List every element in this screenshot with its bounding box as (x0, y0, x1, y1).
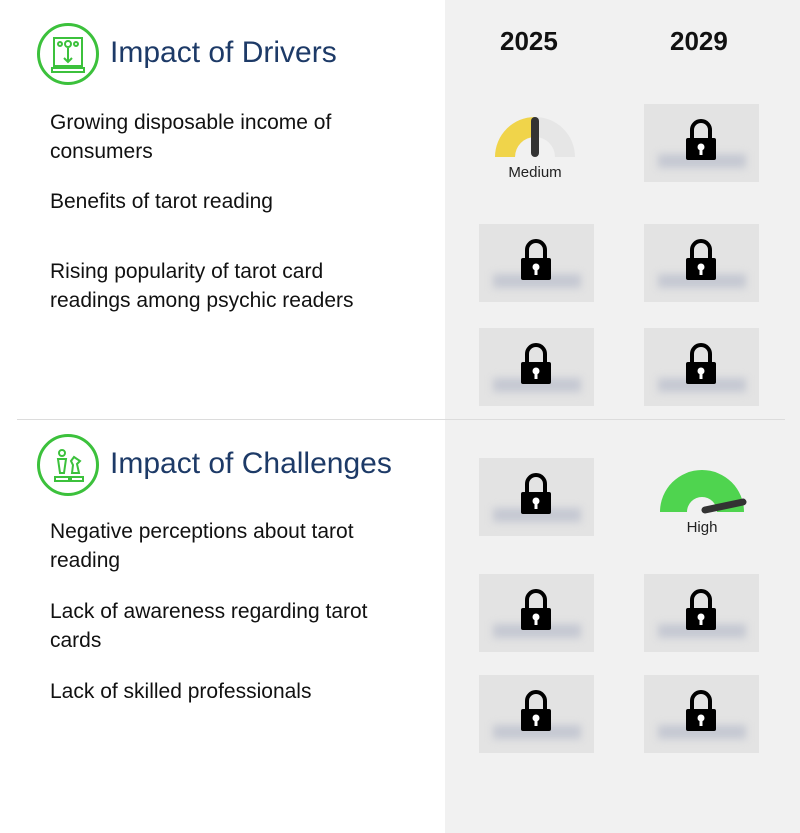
blurred-text (658, 624, 746, 638)
lock-icon (686, 343, 716, 384)
locked-value[interactable] (644, 104, 759, 182)
gauge-high: High (652, 466, 752, 536)
chess-icon (37, 434, 99, 496)
locked-value[interactable] (479, 675, 594, 753)
year-2025: 2025 (500, 26, 558, 56)
locked-value[interactable] (644, 224, 759, 302)
gauge-medium: Medium (485, 113, 585, 181)
gauge-medium-label: Medium (508, 164, 562, 181)
locked-value[interactable] (644, 675, 759, 753)
locked-value[interactable] (479, 328, 594, 406)
lock-icon (686, 119, 716, 160)
challenges-title: Impact of Challenges (110, 447, 392, 480)
lock-icon (521, 473, 551, 514)
lock-icon (521, 239, 551, 280)
locked-value[interactable] (644, 328, 759, 406)
blurred-text (493, 378, 581, 392)
locked-value[interactable] (479, 224, 594, 302)
challenge-item: Lack of skilled professionals (50, 680, 312, 703)
driver-item: Rising popularity of tarot card readings… (50, 260, 354, 312)
blurred-text (493, 624, 581, 638)
gauge-high-label: High (686, 519, 718, 536)
locked-value[interactable] (479, 574, 594, 652)
drivers-title: Impact of Drivers (110, 36, 337, 69)
lock-icon (686, 589, 716, 630)
year-2029: 2029 (670, 26, 728, 56)
lock-icon (521, 690, 551, 731)
blurred-text (493, 508, 581, 522)
challenge-item: Lack of awareness regarding tarot cards (50, 600, 368, 652)
lock-icon (521, 589, 551, 630)
locked-value[interactable] (644, 574, 759, 652)
drivers-icon (37, 23, 99, 85)
blurred-text (493, 274, 581, 288)
lock-icon (686, 690, 716, 731)
lock-icon (521, 343, 551, 384)
gauge-medium-graphic (495, 117, 575, 157)
blurred-text (658, 378, 746, 392)
gauge-high-graphic (660, 470, 747, 514)
blurred-text (493, 725, 581, 739)
challenge-item: Negative perceptions about tarot reading (50, 520, 354, 572)
driver-item: Growing disposable income of consumers (50, 111, 332, 163)
blurred-text (658, 725, 746, 739)
lock-icon (686, 239, 716, 280)
blurred-text (658, 154, 746, 168)
locked-value[interactable] (479, 458, 594, 536)
blurred-text (658, 274, 746, 288)
section-divider (17, 419, 785, 420)
driver-item: Benefits of tarot reading (50, 190, 273, 213)
